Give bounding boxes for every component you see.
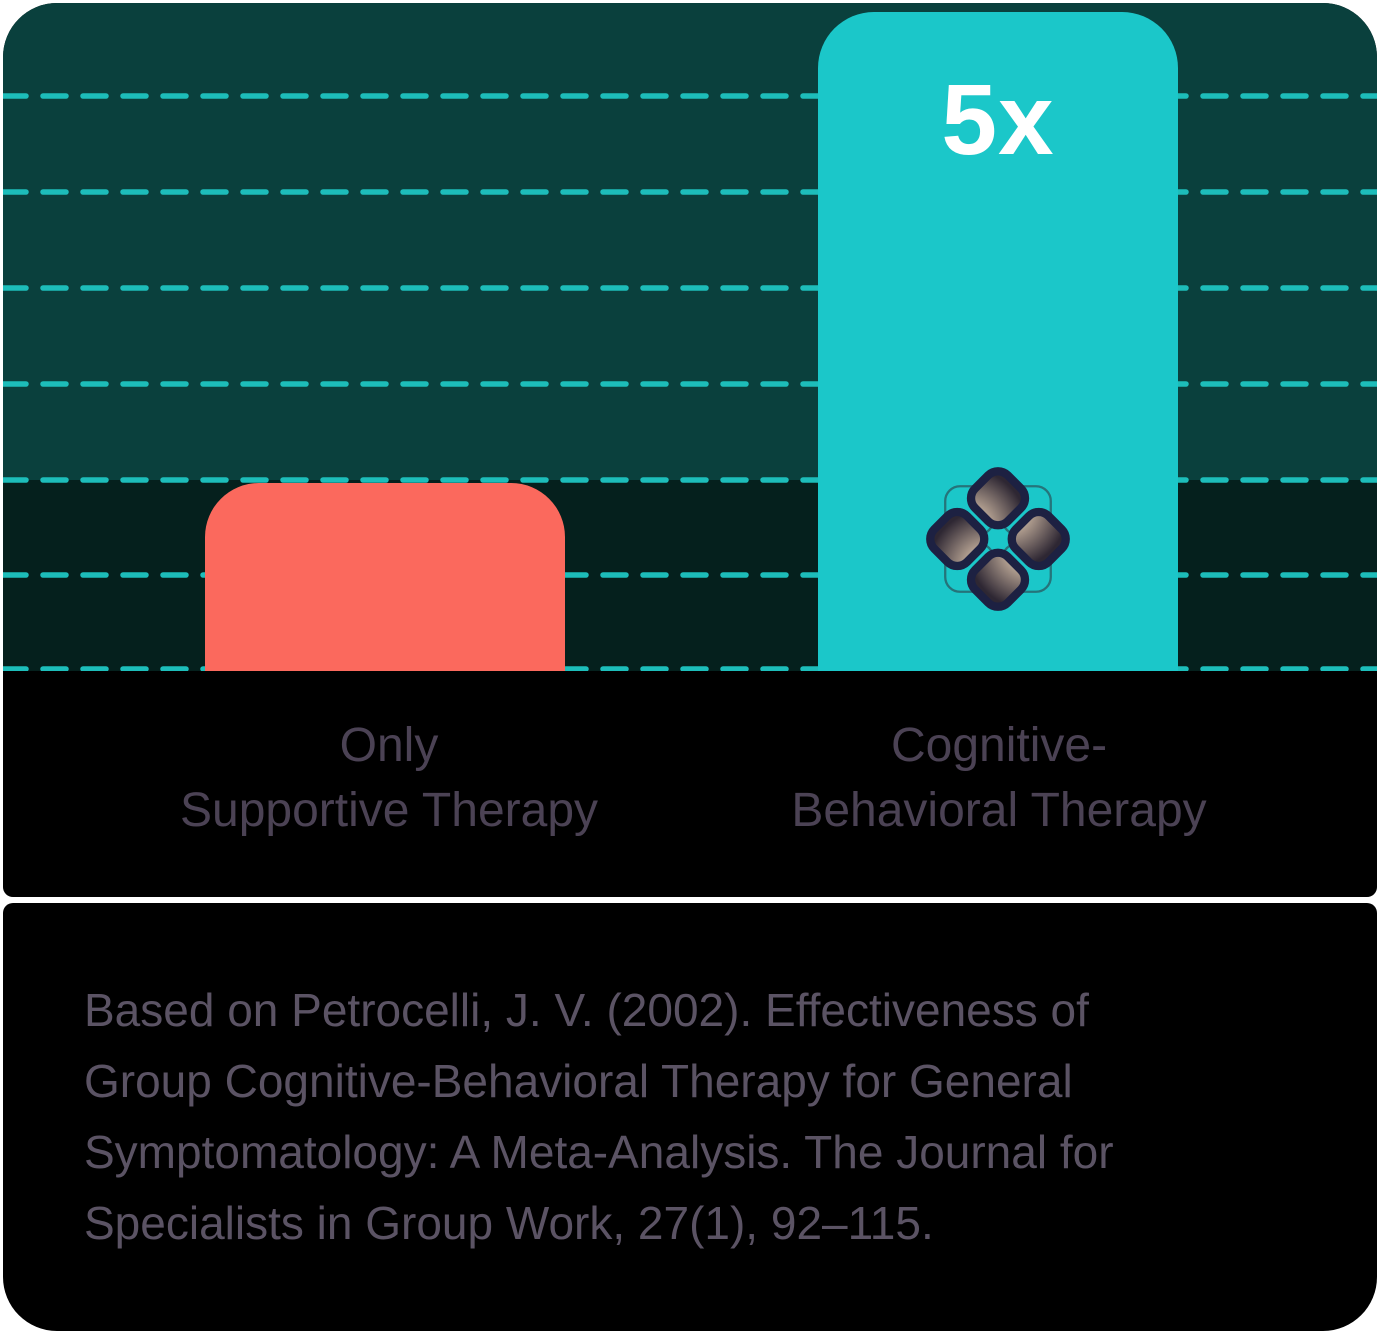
citation-card: Based on Petrocelli, J. V. (2002). Effec… <box>3 903 1377 1331</box>
category-label-only-supportive-therapy: Only Supportive Therapy <box>69 713 709 843</box>
category-label-line: Behavioral Therapy <box>791 784 1207 837</box>
plot-area: 5x <box>3 3 1377 671</box>
citation-line: Group Cognitive-Behavioral Therapy for G… <box>84 1055 1073 1107</box>
bar-cognitive-behavioral-therapy: 5x <box>818 12 1178 671</box>
citation-line: Symptomatology: A Meta-Analysis. The Jou… <box>84 1126 1114 1178</box>
category-label-line: Cognitive- <box>890 719 1108 772</box>
chart-card: 5x <box>3 3 1377 897</box>
multiplier-value-label: 5x <box>941 64 1055 176</box>
citation-line: Based on Petrocelli, J. V. (2002). Effec… <box>84 984 1089 1036</box>
bar-only-supportive-therapy <box>205 483 565 671</box>
clover-petals <box>926 467 1070 611</box>
citation-line: Specialists in Group Work, 27(1), 92–115… <box>84 1197 934 1249</box>
category-label-cognitive-behavioral-therapy: Cognitive- Behavioral Therapy <box>679 713 1319 843</box>
category-label-line: Only <box>339 719 439 772</box>
citation-text: Based on Petrocelli, J. V. (2002). Effec… <box>84 975 1114 1259</box>
category-label-line: Supportive Therapy <box>179 784 599 837</box>
clover-knot-icon <box>926 467 1070 611</box>
